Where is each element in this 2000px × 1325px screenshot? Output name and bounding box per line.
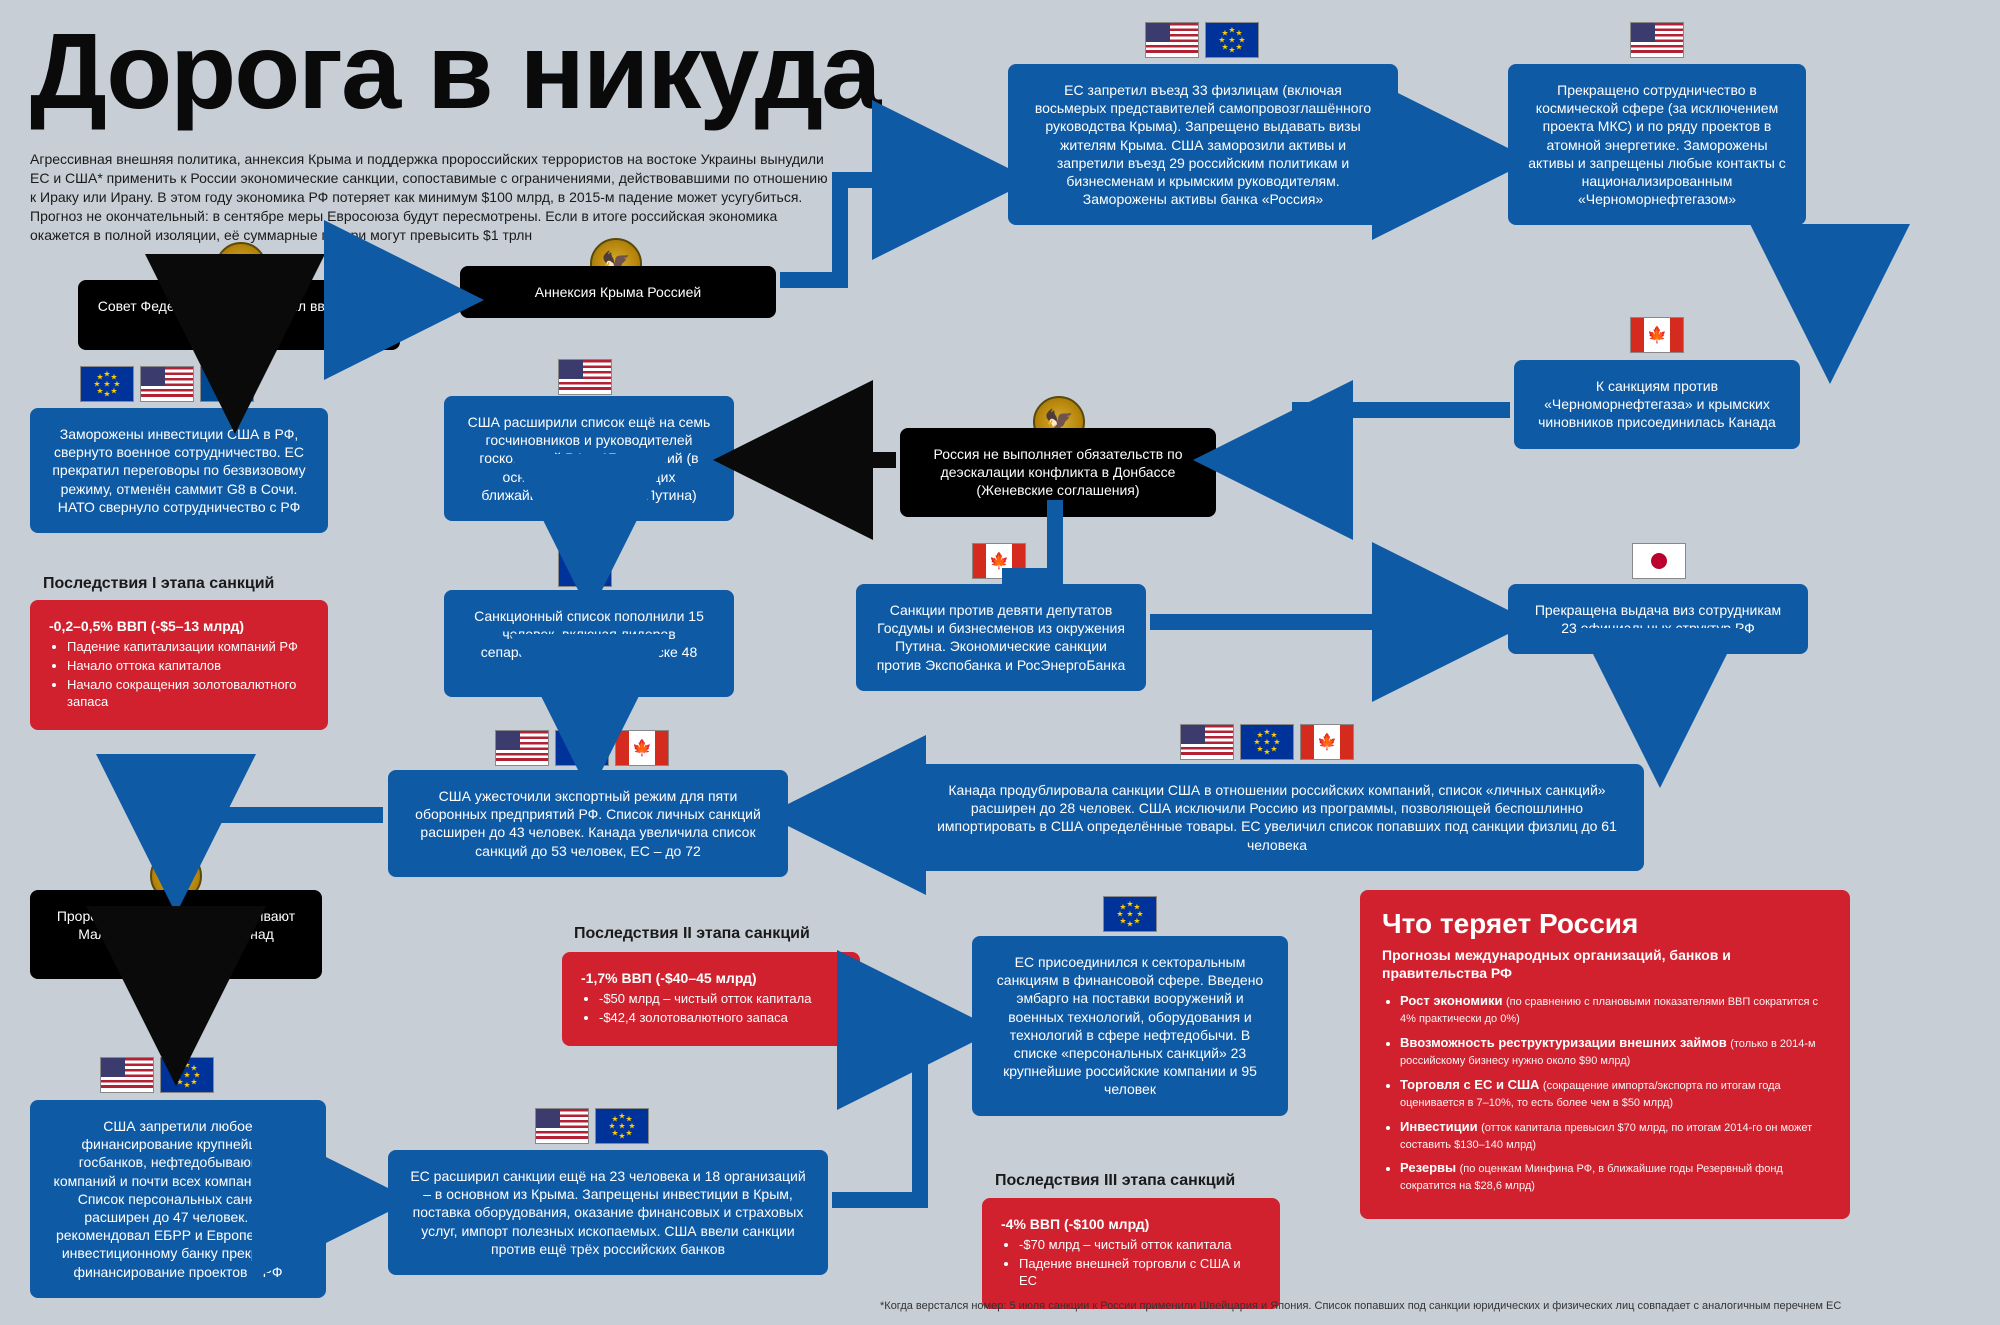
usa-flag-icon	[1180, 724, 1234, 760]
sanction-box: Санкционный список пополнили 15 человек,…	[444, 590, 734, 697]
stage-box: -4% ВВП (-$100 млрд) -$70 млрд – чистый …	[982, 1198, 1280, 1309]
sanction-box: Санкции против девяти депутатов Госдумы …	[856, 584, 1146, 691]
stage-list: -$70 млрд – чистый отток капитала Падени…	[1001, 1237, 1261, 1290]
canada-flag-icon	[972, 543, 1026, 579]
flags-row	[1145, 22, 1259, 58]
stage-headline: -4% ВВП (-$100 млрд)	[1001, 1216, 1149, 1232]
sanction-box: ЕС присоединился к секторальным санкциям…	[972, 936, 1288, 1116]
eu-flag-icon	[558, 551, 612, 587]
page-title: Дорога в никуда	[30, 8, 879, 133]
usa-flag-icon	[495, 730, 549, 766]
canada-flag-icon	[1630, 317, 1684, 353]
eu-flag-icon	[555, 730, 609, 766]
sanction-box: К санкциям против «Черноморнефтегаза» и …	[1514, 360, 1800, 449]
sanction-box: Заморожены инвестиции США в РФ, свернуто…	[30, 408, 328, 533]
usa-flag-icon	[1630, 22, 1684, 58]
flags-row	[972, 543, 1026, 579]
flags-row	[1630, 317, 1684, 353]
stage-title: Последствия I этапа санкций	[43, 575, 274, 593]
flags-row	[100, 1057, 214, 1093]
stage-box: -1,7% ВВП (-$40–45 млрд) -$50 млрд – чис…	[562, 952, 860, 1046]
flags-row	[558, 359, 612, 395]
flags-row	[495, 730, 669, 766]
sanction-box: Канада продублировала санкции США в отно…	[910, 764, 1644, 871]
flags-row	[1632, 543, 1686, 579]
flags-row	[1630, 22, 1684, 58]
eu-flag-icon	[160, 1057, 214, 1093]
stage-headline: -0,2–0,5% ВВП (-$5–13 млрд)	[49, 618, 244, 634]
event-box: Пророссийские террористы сбивают Малазий…	[30, 890, 322, 979]
sanction-box: ЕС расширил санкции ещё на 23 человека и…	[388, 1150, 828, 1275]
nato-flag-icon	[200, 366, 254, 402]
event-box: Совет Федерации РФ разрешил ввод войск в…	[78, 280, 400, 350]
usa-flag-icon	[100, 1057, 154, 1093]
canada-flag-icon	[615, 730, 669, 766]
loss-sub: Прогнозы международных организаций, банк…	[1382, 946, 1828, 982]
stage-title: Последствия III этапа санкций	[995, 1172, 1235, 1190]
footnote: *Когда верстался номер: 5 июля санкции к…	[880, 1300, 1880, 1312]
flags-row	[80, 366, 254, 402]
loss-title: Что теряет Россия	[1382, 908, 1828, 940]
eu-flag-icon	[1240, 724, 1294, 760]
flags-row	[1180, 724, 1354, 760]
stage-list: Падение капитализации компаний РФ Начало…	[49, 639, 309, 711]
stage-box: -0,2–0,5% ВВП (-$5–13 млрд) Падение капи…	[30, 600, 328, 730]
flags-row	[558, 551, 612, 587]
sanction-box: США запретили любое финансирование крупн…	[30, 1100, 326, 1298]
stage-list: -$50 млрд – чистый отток капитала -$42,4…	[581, 991, 841, 1027]
loss-list: Рост экономики (по сравнению с плановыми…	[1382, 992, 1828, 1194]
japan-flag-icon	[1632, 543, 1686, 579]
sanction-box: Прекращена выдача виз сотрудникам 23 офи…	[1508, 584, 1808, 654]
eu-flag-icon	[80, 366, 134, 402]
usa-flag-icon	[140, 366, 194, 402]
sanction-box: Прекращено сотрудничество в космической …	[1508, 64, 1806, 225]
flags-row	[1103, 896, 1157, 932]
usa-flag-icon	[535, 1108, 589, 1144]
usa-flag-icon	[558, 359, 612, 395]
canada-flag-icon	[1300, 724, 1354, 760]
sanction-box: ЕС запретил въезд 33 физлицам (включая в…	[1008, 64, 1398, 225]
intro-text: Агрессивная внешняя политика, аннексия К…	[30, 150, 830, 244]
event-box: Россия не выполняет обязательств по деэс…	[900, 428, 1216, 517]
sanction-box: США ужесточили экспортный режим для пяти…	[388, 770, 788, 877]
flags-row	[535, 1108, 649, 1144]
stage-title: Последствия II этапа санкций	[574, 925, 810, 943]
eu-flag-icon	[1205, 22, 1259, 58]
eu-flag-icon	[1103, 896, 1157, 932]
event-box: Аннексия Крыма Россией	[460, 266, 776, 318]
eu-flag-icon	[595, 1108, 649, 1144]
loss-summary-box: Что теряет Россия Прогнозы международных…	[1360, 890, 1850, 1219]
stage-headline: -1,7% ВВП (-$40–45 млрд)	[581, 970, 757, 986]
sanction-box: США расширили список ещё на семь госчино…	[444, 396, 734, 521]
usa-flag-icon	[1145, 22, 1199, 58]
